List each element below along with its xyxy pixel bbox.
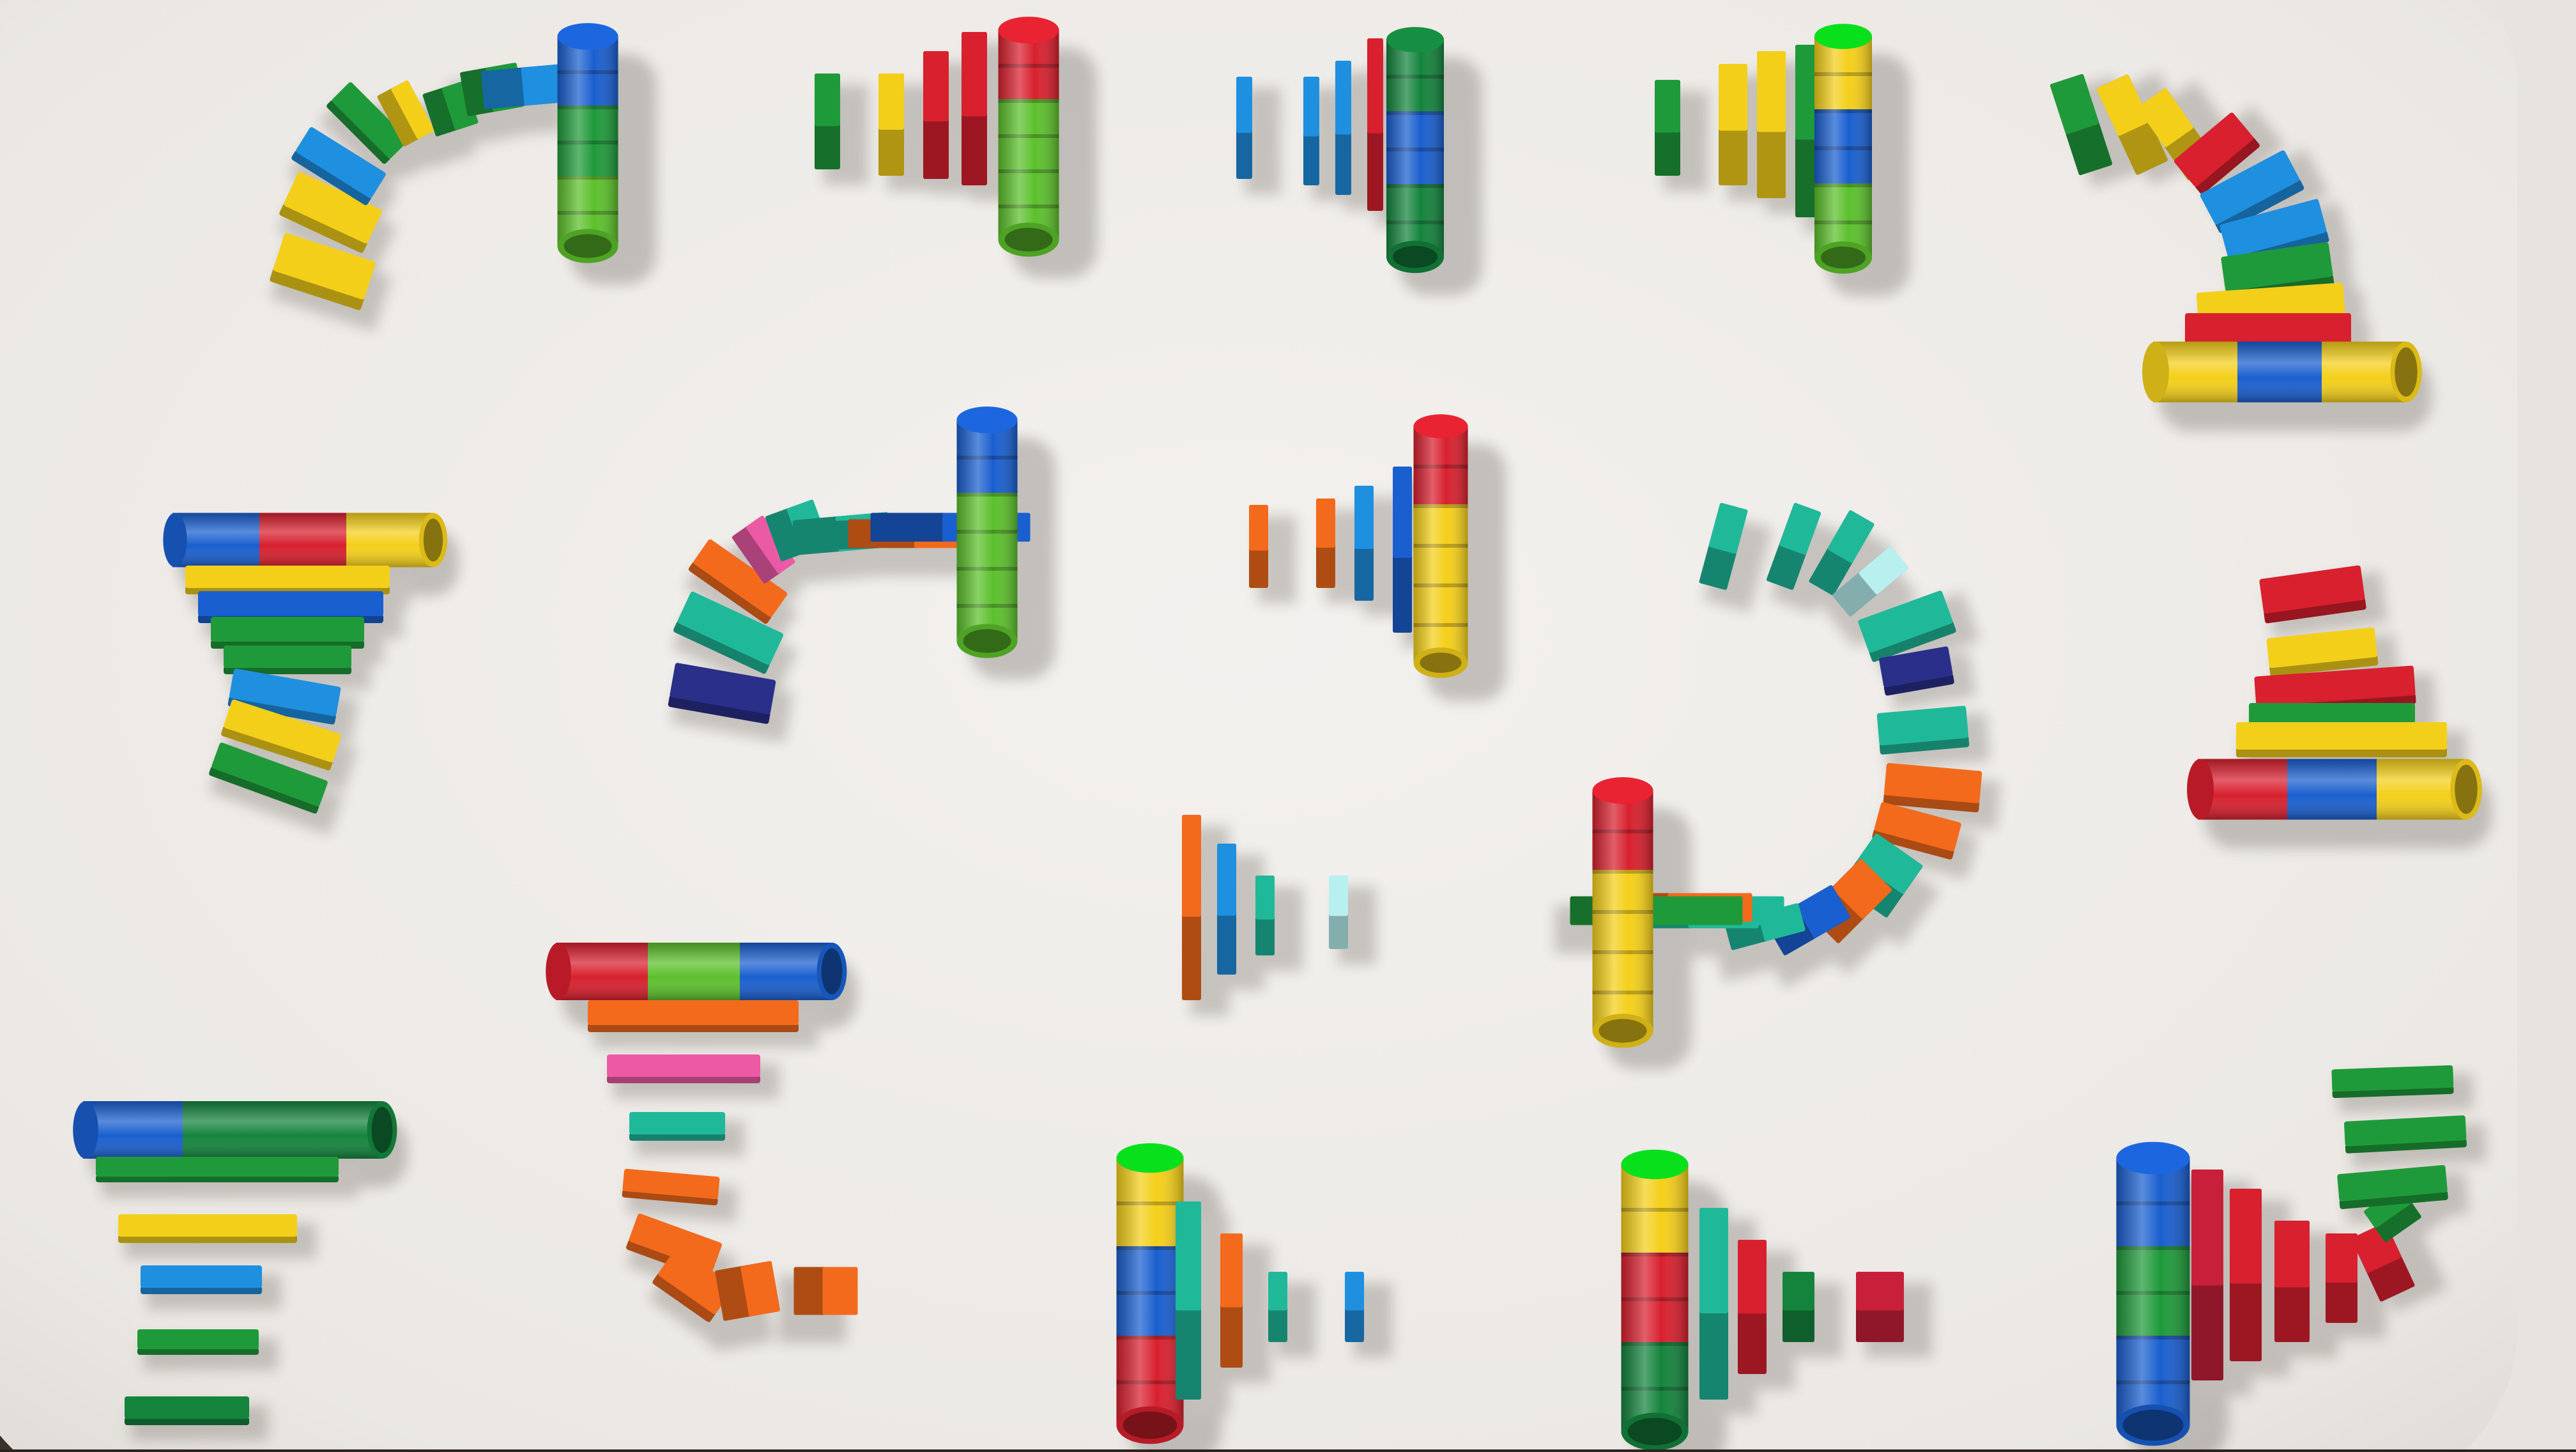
domino-tile [1255, 876, 1275, 955]
domino-tile [923, 51, 949, 179]
tile [96, 1157, 339, 1182]
domino-tile [1354, 486, 1374, 601]
tile [118, 1214, 297, 1243]
domino-tile [962, 32, 987, 185]
tile [2344, 1115, 2467, 1154]
blue-lime-tube [957, 406, 1018, 658]
tile [588, 1000, 799, 1032]
domino-tile [715, 1261, 781, 1321]
domino-tile [878, 73, 904, 176]
tile [1876, 706, 1969, 755]
domino-tile [1699, 1208, 1728, 1400]
tile [137, 1329, 259, 1355]
domino-tile [1236, 77, 1252, 179]
domino-tile [1176, 1201, 1201, 1400]
domino-tile [815, 73, 840, 169]
domino-tile [1268, 1272, 1287, 1342]
tile [1883, 763, 1982, 813]
yellow-blue-tube [1814, 24, 1872, 274]
tile [607, 1054, 760, 1083]
tile [2236, 722, 2447, 757]
domino-tile [1303, 77, 1319, 185]
tile [211, 617, 364, 649]
domino-tile [1335, 61, 1351, 195]
tile [141, 1265, 262, 1294]
domino-tile [1738, 1240, 1767, 1374]
domino-tile [1782, 1272, 1814, 1342]
tile [2331, 1065, 2453, 1099]
domino-tile [2326, 1233, 2358, 1323]
yellow-blue-red-tube [1117, 1143, 1184, 1444]
tile [125, 1396, 249, 1425]
green-tube [558, 23, 618, 263]
domino-tile [1856, 1272, 1904, 1342]
domino-tile [1316, 498, 1335, 588]
domino-tile [1249, 505, 1268, 588]
dark-green-tube [1386, 27, 1444, 273]
domino-tile [1655, 80, 1680, 176]
blue-green-blue-tube [2117, 1142, 2190, 1446]
domino-tile [1757, 51, 1786, 198]
blue-green-tube [73, 1101, 397, 1159]
red-yellow-tube [1414, 414, 1468, 678]
yellow-red-green-tube [1621, 1150, 1689, 1449]
domino-tile [1345, 1272, 1364, 1342]
domino-tile [1182, 815, 1201, 1000]
domino-tile [1719, 64, 1747, 185]
domino-tile [794, 1267, 858, 1315]
red-lime-tube [999, 17, 1059, 257]
domino-tile [1329, 876, 1348, 949]
domino-tile [1367, 38, 1383, 211]
tile [185, 566, 390, 594]
pyramid-tube [2187, 759, 2482, 820]
domino-tile [1217, 844, 1236, 975]
spiral-tube [1593, 777, 1653, 1048]
red-green-tube [546, 943, 847, 1000]
domino-tile [2274, 1221, 2310, 1342]
yellow-blue-horizontal-tube [2142, 342, 2422, 403]
tile [629, 1112, 725, 1141]
domino-tile [1393, 467, 1412, 633]
domino-tile [1220, 1233, 1243, 1368]
domino-tile [2191, 1170, 2223, 1380]
domino-tile [2230, 1189, 2262, 1361]
mid-left-tube [163, 513, 447, 568]
